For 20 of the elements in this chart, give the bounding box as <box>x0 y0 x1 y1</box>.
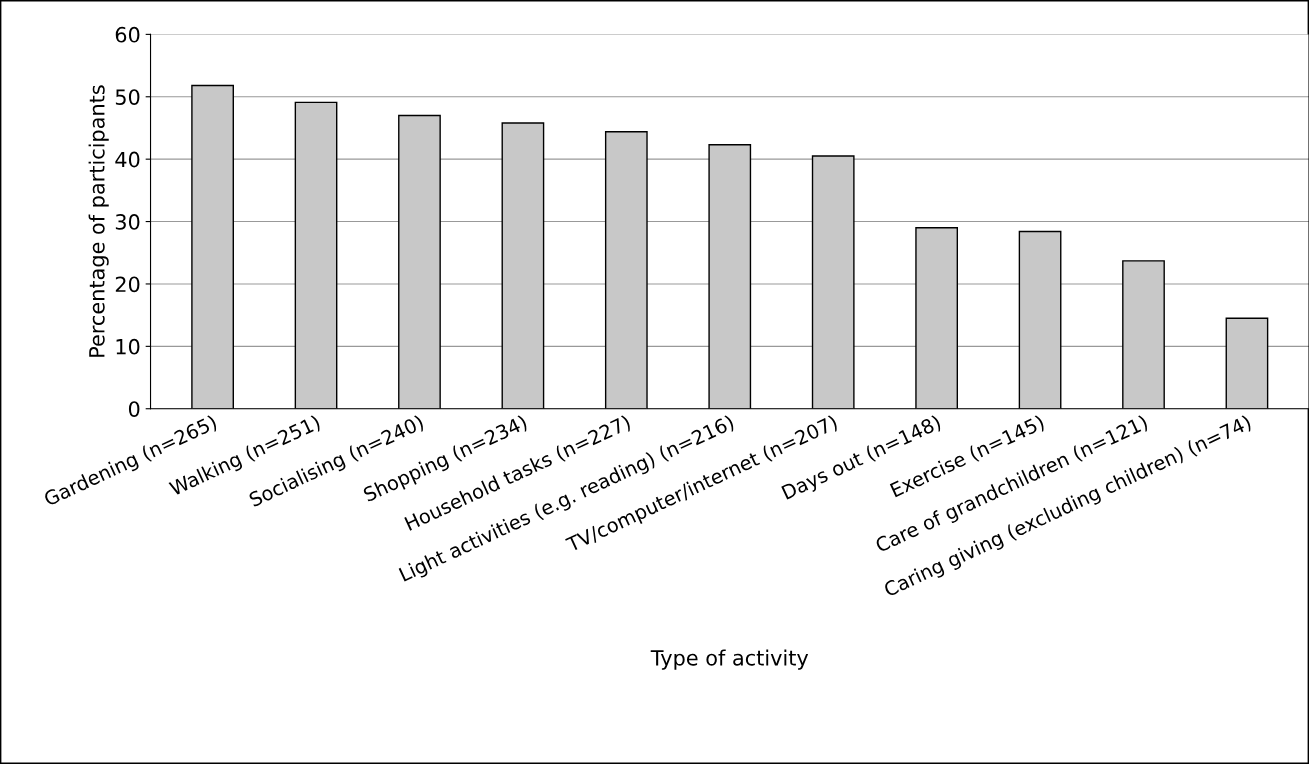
y-axis-title: Percentage of participants <box>88 85 109 357</box>
y-tick-label: 60 <box>115 26 140 43</box>
bar <box>811 155 855 409</box>
bar <box>191 84 234 409</box>
y-tick-label: 40 <box>115 151 140 168</box>
y-tick-label: 50 <box>115 89 140 105</box>
bar <box>398 114 441 409</box>
bar <box>1018 230 1062 409</box>
bar <box>1122 260 1165 409</box>
bar <box>501 122 545 409</box>
bar <box>604 131 648 409</box>
x-axis-title: Type of activity <box>650 649 809 670</box>
y-tick-label: 0 <box>128 401 140 417</box>
y-tick-label: 20 <box>115 276 140 293</box>
bar <box>294 101 338 409</box>
y-tick-label: 30 <box>115 214 140 230</box>
bar <box>708 144 752 409</box>
bar <box>915 227 959 409</box>
y-tick-label: 10 <box>116 338 140 355</box>
bar <box>1225 317 1269 409</box>
